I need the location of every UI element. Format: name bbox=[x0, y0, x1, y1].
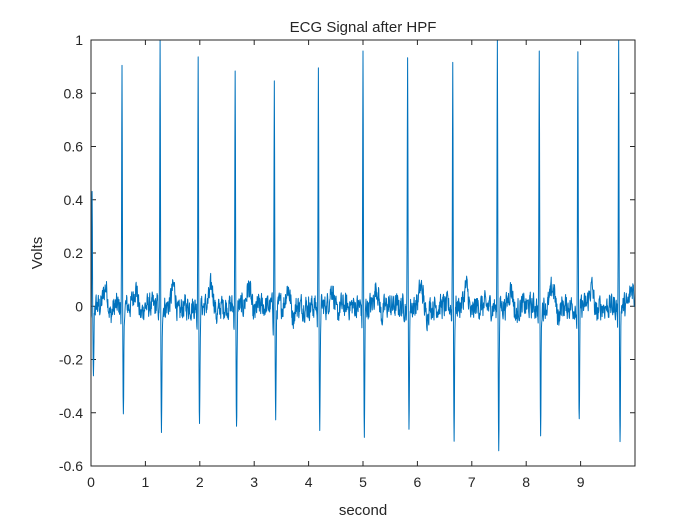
x-axis-ticks: 0 1 2 3 4 5 6 7 8 9 bbox=[87, 40, 585, 490]
y-tick-label: 0.8 bbox=[64, 85, 84, 101]
y-tick-label: -0.6 bbox=[59, 458, 83, 474]
x-tick-label: 7 bbox=[468, 474, 476, 490]
chart-title: ECG Signal after HPF bbox=[290, 19, 437, 36]
x-tick-label: 9 bbox=[577, 474, 585, 490]
x-tick-label: 8 bbox=[522, 474, 530, 490]
y-tick-label: 0.4 bbox=[64, 192, 84, 208]
x-tick-label: 2 bbox=[196, 474, 204, 490]
y-axis-ticks: -0.6 -0.4 -0.2 0 0.2 0.4 0.6 0.8 1 bbox=[59, 32, 635, 474]
x-tick-label: 3 bbox=[250, 474, 258, 490]
x-tick-label: 6 bbox=[414, 474, 422, 490]
x-tick-label: 0 bbox=[87, 474, 95, 490]
y-tick-label: 0 bbox=[75, 298, 83, 314]
x-tick-label: 5 bbox=[359, 474, 367, 490]
series-line-ecg bbox=[90, 39, 635, 452]
y-tick-label: 0.2 bbox=[64, 245, 84, 261]
y-tick-label: 1 bbox=[75, 32, 83, 48]
y-tick-label: -0.4 bbox=[59, 405, 83, 421]
axes-box bbox=[90, 39, 636, 467]
y-axis-label: Volts bbox=[29, 237, 46, 270]
x-axis-label: second bbox=[339, 502, 387, 519]
y-tick-label: -0.2 bbox=[59, 352, 83, 368]
x-tick-label: 1 bbox=[142, 474, 150, 490]
x-tick-label: 4 bbox=[305, 474, 313, 490]
y-tick-label: 0.6 bbox=[64, 139, 84, 155]
